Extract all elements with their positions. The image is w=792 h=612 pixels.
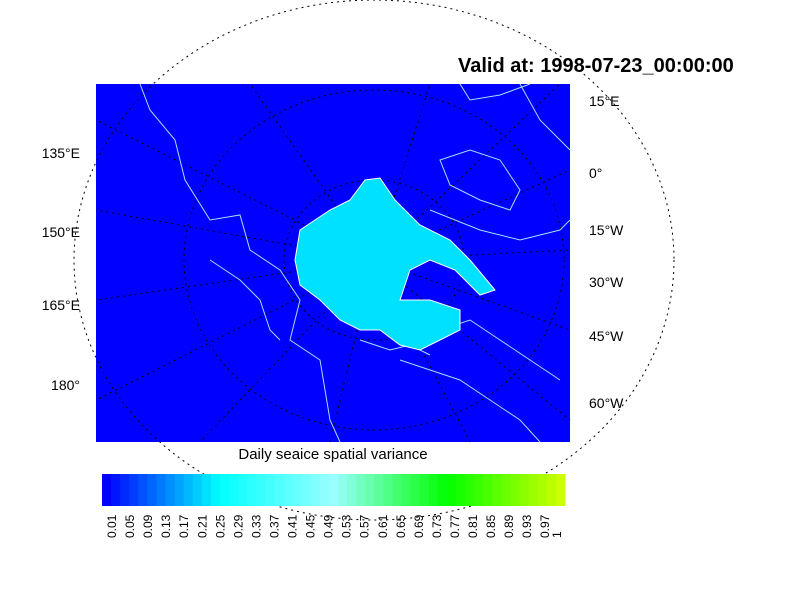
colorbar-box	[555, 474, 566, 506]
colorbar-box	[546, 474, 557, 506]
colorbar-tick-label: 0.21	[195, 514, 209, 538]
lon-label-right: 15°W	[589, 222, 624, 238]
colorbar-box	[501, 474, 512, 506]
lon-label-left: 135°E	[41, 145, 80, 161]
colorbar-tick-label: 0.29	[231, 514, 245, 538]
colorbar-tick-label: 0.37	[267, 514, 281, 538]
colorbar-box	[319, 474, 330, 506]
colorbar-tick-label: 0.13	[159, 514, 173, 538]
colorbar-tick-label: 0.89	[502, 514, 516, 538]
colorbar-box	[111, 474, 121, 506]
colorbar-box	[292, 474, 303, 506]
colorbar-box	[374, 474, 384, 506]
colorbar-tick-label: 0.41	[286, 514, 300, 538]
colorbar-tick-label: 0.97	[538, 514, 552, 538]
lon-label-right: 0°	[589, 165, 603, 181]
colorbar-tick-label: 0.61	[376, 514, 390, 538]
colorbar-tick-label: 1	[550, 531, 564, 538]
colorbar-box	[310, 474, 321, 506]
colorbar-box	[483, 474, 493, 506]
colorbar-box	[210, 474, 221, 506]
colorbar-box	[274, 474, 285, 506]
colorbar-tick-label: 0.25	[213, 514, 227, 538]
colorbar: 0.01 0.05 0.09 0.13 0.17 0.21 0.25 0.29 0.33 0.37…	[102, 474, 566, 538]
colorbar-box	[465, 474, 475, 506]
sea-ice-field	[294, 177, 496, 351]
colorbar-tick-label: 0.09	[141, 514, 155, 538]
colorbar-box	[537, 474, 548, 506]
colorbar-tick-label: 0.69	[412, 514, 426, 538]
lon-label-right: 30°W	[589, 274, 624, 290]
lon-label-left: 165°E	[41, 297, 80, 313]
colorbar-tick-label: 0.05	[123, 514, 137, 538]
colorbar-box	[519, 474, 530, 506]
colorbar-tick-label: 0.73	[430, 514, 444, 538]
colorbar-box	[410, 474, 421, 506]
colorbar-box	[129, 474, 139, 506]
colorbar-box	[456, 474, 466, 506]
colorbar-box	[437, 474, 448, 506]
colorbar-box	[102, 474, 112, 506]
colorbar-box	[356, 474, 366, 506]
colorbar-box	[174, 474, 185, 506]
colorbar-box	[338, 474, 348, 506]
colorbar-box	[401, 474, 412, 506]
colorbar-tick-label: 0.77	[448, 514, 462, 538]
colorbar-box	[183, 474, 194, 506]
colorbar-tick-label: 0.53	[340, 514, 354, 538]
colorbar-box	[192, 474, 203, 506]
lon-label-left: 150°E	[41, 224, 80, 240]
colorbar-box	[392, 474, 403, 506]
colorbar-tick-label: 0.57	[358, 514, 372, 538]
colorbar-tick-label: 0.93	[520, 514, 534, 538]
colorbar-box	[120, 474, 130, 506]
colorbar-box	[301, 474, 312, 506]
colorbar-tick-label: 0.45	[304, 514, 318, 538]
plot-title: Valid at: 1998-07-23_00:00:00	[458, 55, 734, 77]
colorbar-tick-label: 0.85	[484, 514, 498, 538]
colorbar-box	[347, 474, 357, 506]
colorbar-tick-label: 0.01	[105, 514, 119, 538]
coastlines	[139, 83, 571, 443]
colorbar-box	[238, 474, 248, 506]
colorbar-box	[165, 474, 176, 506]
colorbar-tick-label: 0.33	[249, 514, 263, 538]
colorbar-box	[147, 474, 157, 506]
colorbar-tick-label: 0.17	[177, 514, 191, 538]
colorbar-box	[528, 474, 539, 506]
colorbar-box	[220, 474, 230, 506]
colorbar-box	[492, 474, 502, 506]
lon-label-right: 60°W	[589, 395, 624, 411]
colorbar-tick-label: 0.65	[394, 514, 408, 538]
lon-label-right: 45°W	[589, 328, 624, 344]
colorbar-box	[419, 474, 430, 506]
colorbar-box	[229, 474, 239, 506]
colorbar-box	[156, 474, 167, 506]
colorbar-box	[265, 474, 275, 506]
colorbar-box	[510, 474, 521, 506]
colorbar-box	[256, 474, 266, 506]
colorbar-box	[328, 474, 339, 506]
colorbar-tick-label: 0.49	[322, 514, 336, 538]
colorbar-box	[283, 474, 294, 506]
colorbar-box	[247, 474, 257, 506]
lon-label-left: 180°	[51, 377, 80, 393]
lon-label-right: 15°E	[589, 93, 620, 109]
colorbar-box	[446, 474, 457, 506]
colorbar-tick-label: 0.81	[466, 514, 480, 538]
colorbar-box	[201, 474, 212, 506]
colorbar-box	[138, 474, 148, 506]
colorbar-box	[365, 474, 375, 506]
colorbar-title: Daily seaice spatial variance	[238, 446, 428, 463]
colorbar-box	[428, 474, 439, 506]
colorbar-box	[474, 474, 484, 506]
colorbar-box	[383, 474, 394, 506]
